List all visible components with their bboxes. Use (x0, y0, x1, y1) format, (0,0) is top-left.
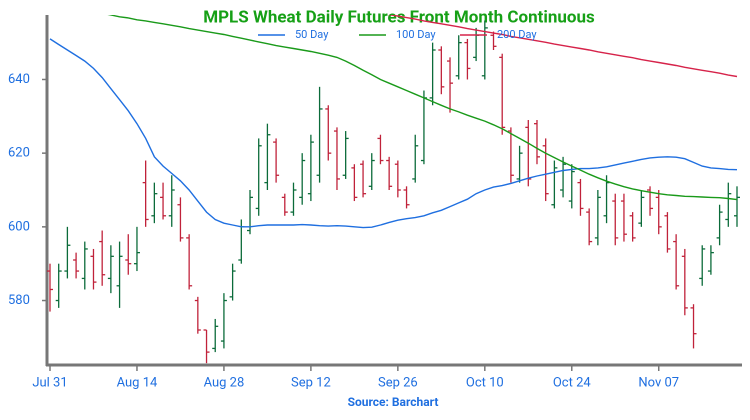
x-tick-label: Oct 24 (553, 375, 592, 390)
x-tick-label: Aug 28 (204, 375, 245, 390)
y-tick-label: 580 (8, 293, 30, 308)
chart-title: MPLS Wheat Daily Futures Front Month Con… (203, 7, 595, 27)
x-tick-label: Sep 12 (291, 375, 331, 390)
y-tick-label: 620 (8, 146, 30, 161)
y-tick-label: 600 (8, 219, 30, 234)
moving-average-line (49, 38, 738, 229)
legend-label: 100 Day (396, 28, 436, 41)
legend-label: 50 Day (295, 28, 329, 41)
x-tick-label: Nov 07 (638, 375, 679, 390)
x-tick-label: Aug 14 (117, 375, 158, 390)
plot-area (47, 15, 740, 364)
x-tick-label: Sep 26 (378, 375, 418, 390)
x-tick-label: Oct 10 (466, 375, 504, 390)
moving-average-line (107, 15, 738, 201)
legend-label: 200 Day (497, 28, 537, 41)
x-tick-label: Jul 31 (32, 375, 67, 390)
source: Source: Barchart (348, 395, 439, 409)
y-tick-label: 640 (8, 72, 30, 87)
moving-average-line (387, 15, 738, 78)
